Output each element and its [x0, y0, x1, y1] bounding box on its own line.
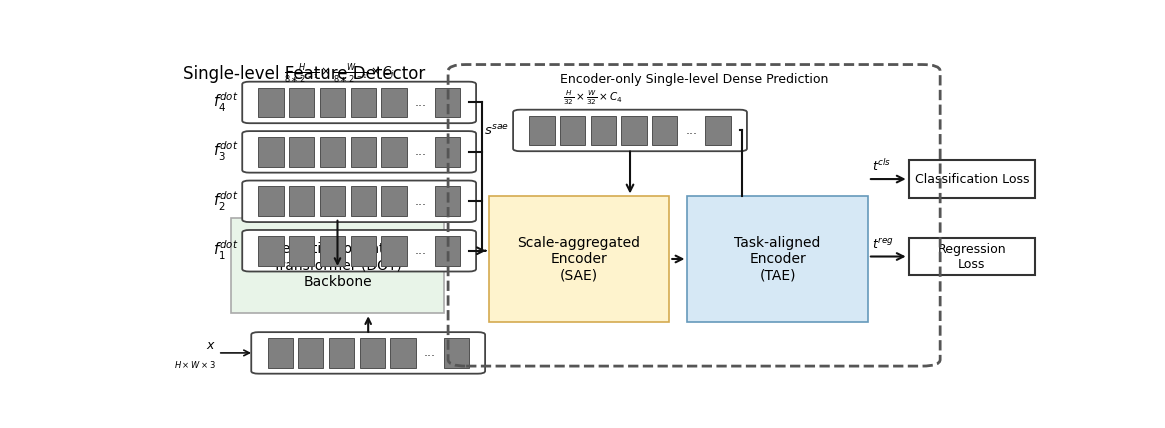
- Text: $\frac{H}{8 \ast 2^{i-1}}\times\frac{W}{8 \ast 2^{i-1}}\times C_i$: $\frac{H}{8 \ast 2^{i-1}}\times\frac{W}{…: [284, 61, 395, 85]
- Text: ...: ...: [424, 346, 436, 360]
- Text: Task-aligned
Encoder
(TAE): Task-aligned Encoder (TAE): [734, 236, 821, 282]
- FancyBboxPatch shape: [242, 82, 476, 123]
- Bar: [381, 187, 407, 216]
- Bar: [259, 137, 284, 167]
- Bar: [435, 88, 460, 117]
- Bar: [289, 88, 315, 117]
- Bar: [435, 236, 460, 265]
- Text: Detection-oriented
Transformer (DOT)
Backbone: Detection-oriented Transformer (DOT) Bac…: [273, 242, 403, 289]
- Bar: [268, 338, 292, 368]
- FancyBboxPatch shape: [242, 230, 476, 271]
- Text: Single-level Feature Detector: Single-level Feature Detector: [183, 65, 425, 83]
- Bar: [444, 338, 468, 368]
- Bar: [329, 338, 354, 368]
- Text: ...: ...: [685, 124, 698, 137]
- FancyBboxPatch shape: [242, 181, 476, 222]
- Bar: [706, 116, 730, 145]
- Text: $\frac{H}{32}\times\frac{W}{32}\times C_4$: $\frac{H}{32}\times\frac{W}{32}\times C_…: [563, 88, 622, 107]
- Bar: [529, 116, 555, 145]
- Text: $f_1^{dot}$: $f_1^{dot}$: [213, 239, 239, 262]
- Text: ...: ...: [415, 96, 426, 109]
- Bar: [351, 137, 376, 167]
- Bar: [289, 137, 315, 167]
- Text: $t^{reg}$: $t^{reg}$: [873, 237, 895, 252]
- Bar: [360, 338, 384, 368]
- Bar: [435, 137, 460, 167]
- Bar: [909, 238, 1035, 276]
- Bar: [320, 187, 345, 216]
- Bar: [351, 88, 376, 117]
- Text: ...: ...: [415, 195, 426, 208]
- Bar: [621, 116, 647, 145]
- Text: $H\times W\times 3$: $H\times W\times 3$: [175, 359, 216, 370]
- Bar: [289, 187, 315, 216]
- FancyBboxPatch shape: [489, 196, 669, 321]
- FancyBboxPatch shape: [513, 110, 747, 151]
- Text: $f_2^{dot}$: $f_2^{dot}$: [213, 190, 239, 213]
- Bar: [320, 137, 345, 167]
- Bar: [381, 137, 407, 167]
- Text: ...: ...: [415, 146, 426, 158]
- Text: $f_4^{dot}$: $f_4^{dot}$: [213, 91, 239, 114]
- FancyBboxPatch shape: [252, 332, 485, 374]
- Bar: [435, 187, 460, 216]
- Bar: [320, 236, 345, 265]
- Bar: [390, 338, 416, 368]
- Bar: [259, 88, 284, 117]
- Text: $s^{sae}$: $s^{sae}$: [485, 123, 509, 137]
- FancyBboxPatch shape: [687, 196, 868, 321]
- Bar: [381, 88, 407, 117]
- Text: Regression
Loss: Regression Loss: [938, 243, 1007, 270]
- Text: Classification Loss: Classification Loss: [915, 172, 1029, 186]
- Text: $x$: $x$: [206, 339, 216, 352]
- Bar: [652, 116, 677, 145]
- Text: ...: ...: [415, 244, 426, 257]
- FancyBboxPatch shape: [242, 131, 476, 172]
- Bar: [298, 338, 324, 368]
- Bar: [259, 236, 284, 265]
- Bar: [560, 116, 585, 145]
- Bar: [591, 116, 616, 145]
- Bar: [351, 187, 376, 216]
- Bar: [289, 236, 315, 265]
- Text: Scale-aggregated
Encoder
(SAE): Scale-aggregated Encoder (SAE): [517, 236, 641, 282]
- Text: $t^{cls}$: $t^{cls}$: [873, 158, 892, 174]
- Bar: [381, 236, 407, 265]
- Text: Encoder-only Single-level Dense Prediction: Encoder-only Single-level Dense Predicti…: [560, 73, 828, 86]
- Bar: [259, 187, 284, 216]
- Bar: [909, 160, 1035, 198]
- FancyBboxPatch shape: [232, 218, 444, 313]
- Bar: [320, 88, 345, 117]
- Bar: [351, 236, 376, 265]
- Text: $f_3^{dot}$: $f_3^{dot}$: [213, 140, 239, 163]
